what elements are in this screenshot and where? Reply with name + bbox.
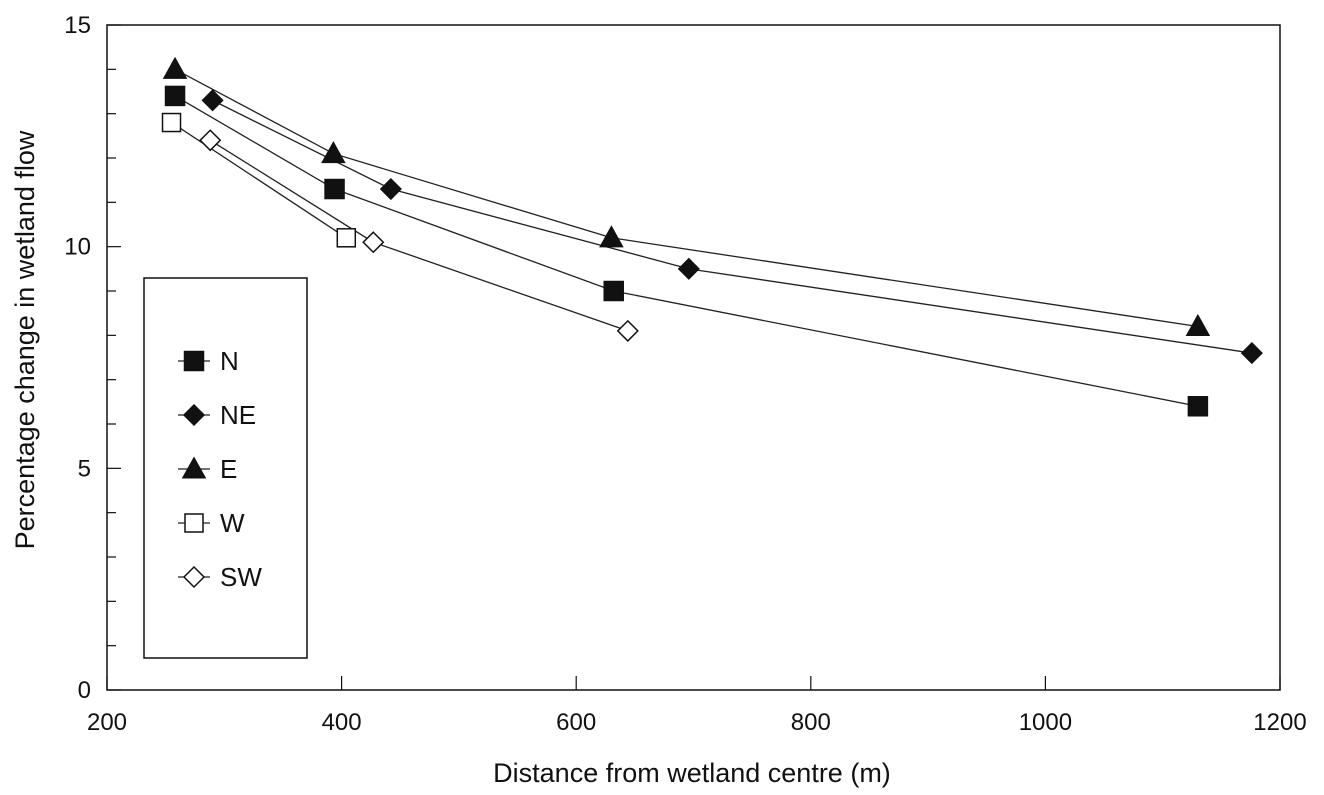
x-tick-label: 600 xyxy=(556,709,596,736)
series-line-ne xyxy=(212,99,1252,354)
data-point-w xyxy=(336,228,357,248)
data-point-n xyxy=(603,280,624,302)
data-point-w xyxy=(161,112,182,133)
data-point-sw xyxy=(199,129,222,152)
data-point-n xyxy=(324,178,345,200)
legend-label-n: N xyxy=(220,346,239,376)
legend-marker-sw xyxy=(182,565,206,589)
series-line-n xyxy=(174,95,1199,407)
x-tick-label: 800 xyxy=(791,709,831,736)
data-point-ne xyxy=(1240,342,1263,365)
plot-frame xyxy=(106,24,1281,691)
plot-area-border xyxy=(106,24,1281,691)
y-tick-label: 10 xyxy=(64,234,91,261)
legend-label-w: W xyxy=(220,508,245,538)
legend-label-ne: NE xyxy=(220,400,256,430)
data-point-e xyxy=(162,56,188,79)
x-tick-label: 400 xyxy=(322,709,362,736)
legend-label-e: E xyxy=(220,454,237,484)
y-tick-label: 0 xyxy=(78,677,91,704)
y-axis-title: Percentage change in wetland flow xyxy=(10,130,40,549)
x-axis: 200 400 600 800 1000 1200 xyxy=(87,676,1307,736)
legend: N NE EW SW xyxy=(143,277,308,659)
legend-marker-w xyxy=(184,513,204,533)
data-point-ne xyxy=(201,89,224,112)
data-point-n xyxy=(164,85,186,107)
x-tick-label: 200 xyxy=(87,709,127,736)
x-tick-label: 1200 xyxy=(1253,709,1306,736)
y-tick-label: 5 xyxy=(78,455,91,482)
legend-box xyxy=(143,277,308,659)
x-tick-label: 1000 xyxy=(1019,709,1072,736)
data-point-sw xyxy=(616,319,639,342)
data-point-e xyxy=(321,141,346,164)
y-tick-label: 15 xyxy=(64,12,91,39)
y-axis: 0 5 10 15 xyxy=(64,12,121,704)
series-lines xyxy=(171,68,1252,407)
data-point-ne xyxy=(379,177,402,201)
legend-marker-e xyxy=(181,456,207,479)
x-axis-title: Distance from wetland centre (m) xyxy=(493,758,891,788)
data-point-sw xyxy=(362,231,385,254)
data-point-n xyxy=(1187,396,1209,417)
series-markers xyxy=(161,56,1263,417)
legend-label-sw: SW xyxy=(220,562,262,592)
data-point-e xyxy=(1185,313,1211,337)
legend-marker-ne xyxy=(182,403,206,427)
legend-marker-n xyxy=(183,350,205,372)
data-point-ne xyxy=(677,257,700,280)
series-line-e xyxy=(174,68,1198,328)
data-point-e xyxy=(599,225,624,248)
